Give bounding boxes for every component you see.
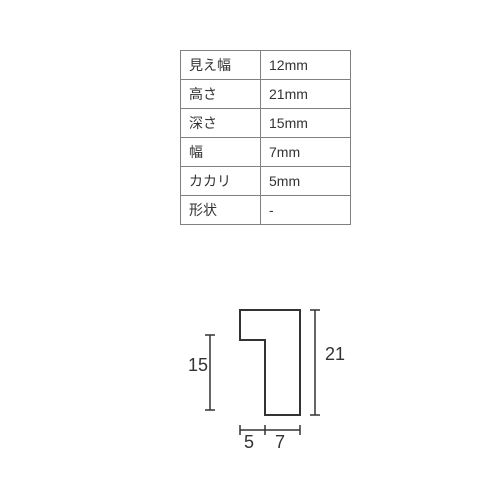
dim-label-bottom-left: 5: [244, 432, 254, 452]
spec-value: 7mm: [261, 138, 351, 167]
profile-outline: [240, 310, 300, 415]
table-row: カカリ5mm: [181, 167, 351, 196]
spec-value: -: [261, 196, 351, 225]
spec-label: 幅: [181, 138, 261, 167]
spec-value: 15mm: [261, 109, 351, 138]
spec-value: 21mm: [261, 80, 351, 109]
dim-label-bottom-right: 7: [275, 432, 285, 452]
spec-label: 見え幅: [181, 51, 261, 80]
table-row: 深さ15mm: [181, 109, 351, 138]
table-row: 形状-: [181, 196, 351, 225]
spec-value: 12mm: [261, 51, 351, 80]
spec-value: 5mm: [261, 167, 351, 196]
spec-table: 見え幅12mm高さ21mm深さ15mm幅7mmカカリ5mm形状-: [180, 50, 351, 225]
dim-label-right: 21: [325, 344, 345, 364]
table-row: 幅7mm: [181, 138, 351, 167]
table-row: 高さ21mm: [181, 80, 351, 109]
spec-label: 高さ: [181, 80, 261, 109]
dim-label-left: 15: [188, 355, 208, 375]
spec-label: 深さ: [181, 109, 261, 138]
table-row: 見え幅12mm: [181, 51, 351, 80]
spec-label: 形状: [181, 196, 261, 225]
profile-diagram: 15 21 5 7: [170, 300, 370, 480]
spec-label: カカリ: [181, 167, 261, 196]
